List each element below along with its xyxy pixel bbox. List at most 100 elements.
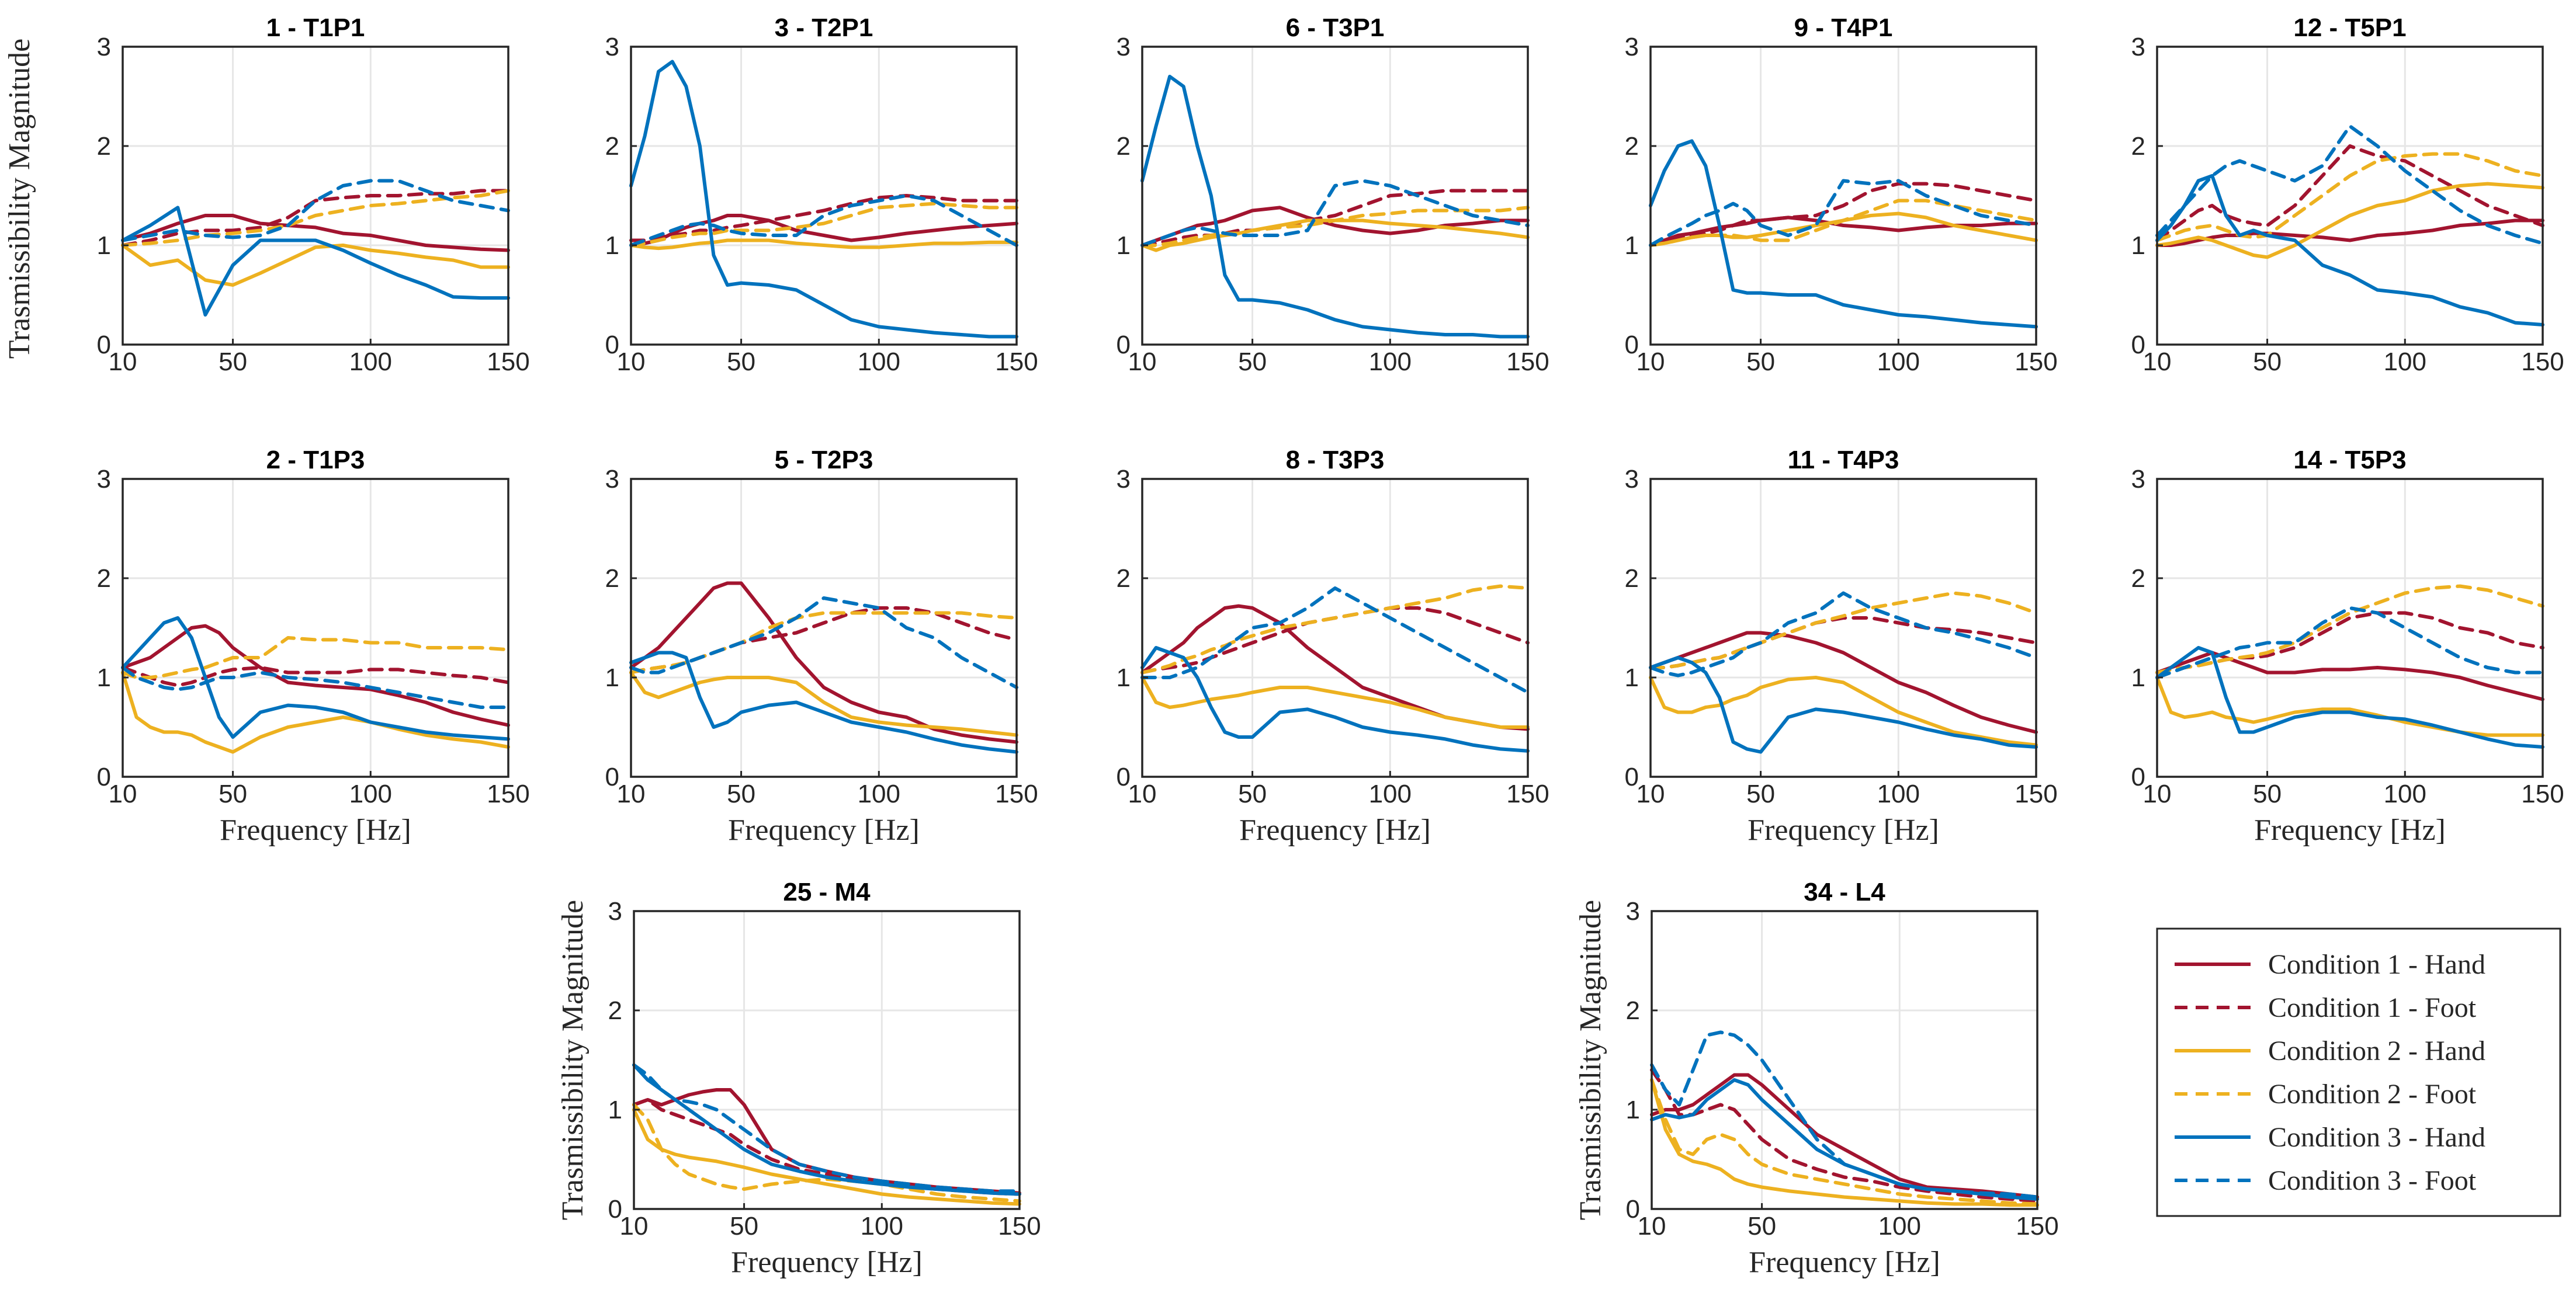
subplot-title: 34 - L4 xyxy=(1804,878,1885,906)
plot-area xyxy=(1652,911,2037,1209)
x-tick-label: 10 xyxy=(109,780,137,808)
x-tick-label: 50 xyxy=(727,780,755,808)
x-axis-label: Frequency [Hz] xyxy=(1239,814,1431,847)
x-tick-label: 150 xyxy=(1506,780,1549,808)
series-line-condition-1-hand xyxy=(1649,631,2038,734)
x-tick-label: 150 xyxy=(995,348,1038,376)
y-tick-label: 2 xyxy=(605,564,619,593)
series-group xyxy=(121,179,510,317)
series-line-condition-3-foot xyxy=(121,666,510,709)
y-tick-label: 1 xyxy=(97,231,111,260)
series-line-condition-3-foot xyxy=(629,596,1018,689)
series-line-condition-2-hand xyxy=(632,1108,1021,1206)
plot-area xyxy=(631,479,1017,777)
y-tick-label: 0 xyxy=(1117,763,1131,791)
x-tick-label: 150 xyxy=(487,348,529,376)
y-tick-label: 3 xyxy=(97,33,111,61)
x-tick-label: 100 xyxy=(858,780,900,808)
y-tick-label: 2 xyxy=(97,564,111,593)
series-line-condition-2-hand xyxy=(121,670,510,754)
series-line-condition-2-foot xyxy=(2155,584,2544,675)
y-tick-label: 2 xyxy=(605,132,619,161)
x-tick-label: 100 xyxy=(858,348,900,376)
subplot-title: 12 - T5P1 xyxy=(2293,13,2406,42)
series-line-condition-3-hand xyxy=(1650,1078,2039,1201)
series-line-condition-2-foot xyxy=(1650,1078,2039,1206)
series-line-condition-3-hand xyxy=(121,206,510,317)
axes-box xyxy=(1141,46,1529,346)
subplot-10: 10 50 100 150 0 1 2 3 14 - T5P3 Frequency [Hz] xyxy=(2131,446,2564,847)
y-tick-label: 0 xyxy=(1625,331,1639,359)
x-axis-label: Frequency [Hz] xyxy=(728,814,920,847)
x-tick-label: 150 xyxy=(2015,348,2057,376)
legend-label: Condition 2 - Foot xyxy=(2268,1079,2477,1110)
series-line-condition-2-hand xyxy=(2155,182,2544,259)
x-tick-label: 10 xyxy=(617,348,646,376)
y-axis-label: Trasmissibility Magnitude xyxy=(1574,900,1607,1220)
series-line-condition-3-hand xyxy=(1140,646,1530,753)
x-tick-label: 150 xyxy=(2521,780,2564,808)
plot-area xyxy=(1142,47,1528,345)
x-tick-label: 100 xyxy=(1878,1212,1921,1241)
y-tick-label: 2 xyxy=(1625,132,1639,161)
series-line-condition-3-foot xyxy=(2155,606,2544,679)
legend-box xyxy=(2156,927,2561,1217)
plot-area xyxy=(631,47,1017,345)
legend-label: Condition 1 - Foot xyxy=(2268,992,2477,1023)
series-line-condition-3-foot xyxy=(121,179,510,242)
y-tick-label: 3 xyxy=(1117,33,1131,61)
x-axis-label: Frequency [Hz] xyxy=(2254,814,2446,847)
x-tick-label: 150 xyxy=(1506,348,1549,376)
y-tick-label: 2 xyxy=(2131,564,2145,593)
y-tick-label: 3 xyxy=(1626,897,1640,926)
series-line-condition-1-hand xyxy=(121,214,510,252)
series-line-condition-3-foot xyxy=(1650,1030,2039,1199)
series-line-condition-3-hand xyxy=(121,616,510,741)
axes-box xyxy=(630,478,1018,778)
series-line-condition-3-hand xyxy=(629,651,1018,754)
subplot-6: 10 50 100 150 0 1 2 3 2 - T1P3 Frequency [Hz] xyxy=(97,446,530,847)
series-group xyxy=(629,581,1018,754)
x-tick-label: 10 xyxy=(617,780,646,808)
x-tick-label: 100 xyxy=(2384,348,2426,376)
axes-box xyxy=(1649,478,2037,778)
y-tick-label: 1 xyxy=(1117,231,1131,260)
y-tick-label: 0 xyxy=(97,331,111,359)
y-tick-label: 1 xyxy=(605,663,619,692)
subplot-title: 25 - M4 xyxy=(783,878,871,906)
subplot-2: 10 50 100 150 0 1 2 3 3 - T2P1 xyxy=(605,13,1038,376)
y-tick-label: 2 xyxy=(97,132,111,161)
y-tick-label: 1 xyxy=(97,663,111,692)
series-group xyxy=(1650,1030,2039,1207)
series-line-condition-2-foot xyxy=(2155,152,2544,242)
y-tick-label: 0 xyxy=(97,763,111,791)
series-line-condition-2-hand xyxy=(121,244,510,287)
series-line-condition-2-foot xyxy=(121,636,510,679)
y-tick-label: 2 xyxy=(608,996,622,1025)
axes-box xyxy=(1141,478,1529,778)
x-tick-label: 50 xyxy=(727,348,755,376)
y-tick-label: 1 xyxy=(605,231,619,260)
series-line-condition-3-hand xyxy=(2155,174,2544,326)
y-tick-label: 2 xyxy=(1626,996,1640,1025)
plot-area xyxy=(123,479,508,777)
x-tick-label: 100 xyxy=(349,780,392,808)
plot-area xyxy=(123,47,508,345)
series-line-condition-1-hand xyxy=(121,624,510,727)
x-axis-label: Frequency [Hz] xyxy=(220,814,411,847)
series-line-condition-3-hand xyxy=(1140,75,1530,339)
x-tick-label: 100 xyxy=(861,1212,903,1241)
legend-label: Condition 2 - Hand xyxy=(2268,1036,2485,1066)
plot-area xyxy=(2157,479,2543,777)
series-line-condition-1-hand xyxy=(1650,1073,2039,1199)
x-tick-label: 10 xyxy=(1128,348,1157,376)
series-line-condition-3-foot xyxy=(1649,591,2038,677)
series-line-condition-1-foot xyxy=(1649,182,2038,247)
subplot-title: 9 - T4P1 xyxy=(1794,13,1893,42)
y-tick-label: 1 xyxy=(1625,231,1639,260)
series-group xyxy=(1649,139,2038,329)
subplot-1: 10 50 100 150 0 1 2 3 1 - T1P1 xyxy=(97,13,530,376)
x-tick-label: 150 xyxy=(998,1212,1041,1241)
subplot-7: 10 50 100 150 0 1 2 3 5 - T2P3 Frequency [Hz] xyxy=(605,446,1038,847)
y-axis-label: Trasmissibility Magnitude xyxy=(556,900,590,1220)
